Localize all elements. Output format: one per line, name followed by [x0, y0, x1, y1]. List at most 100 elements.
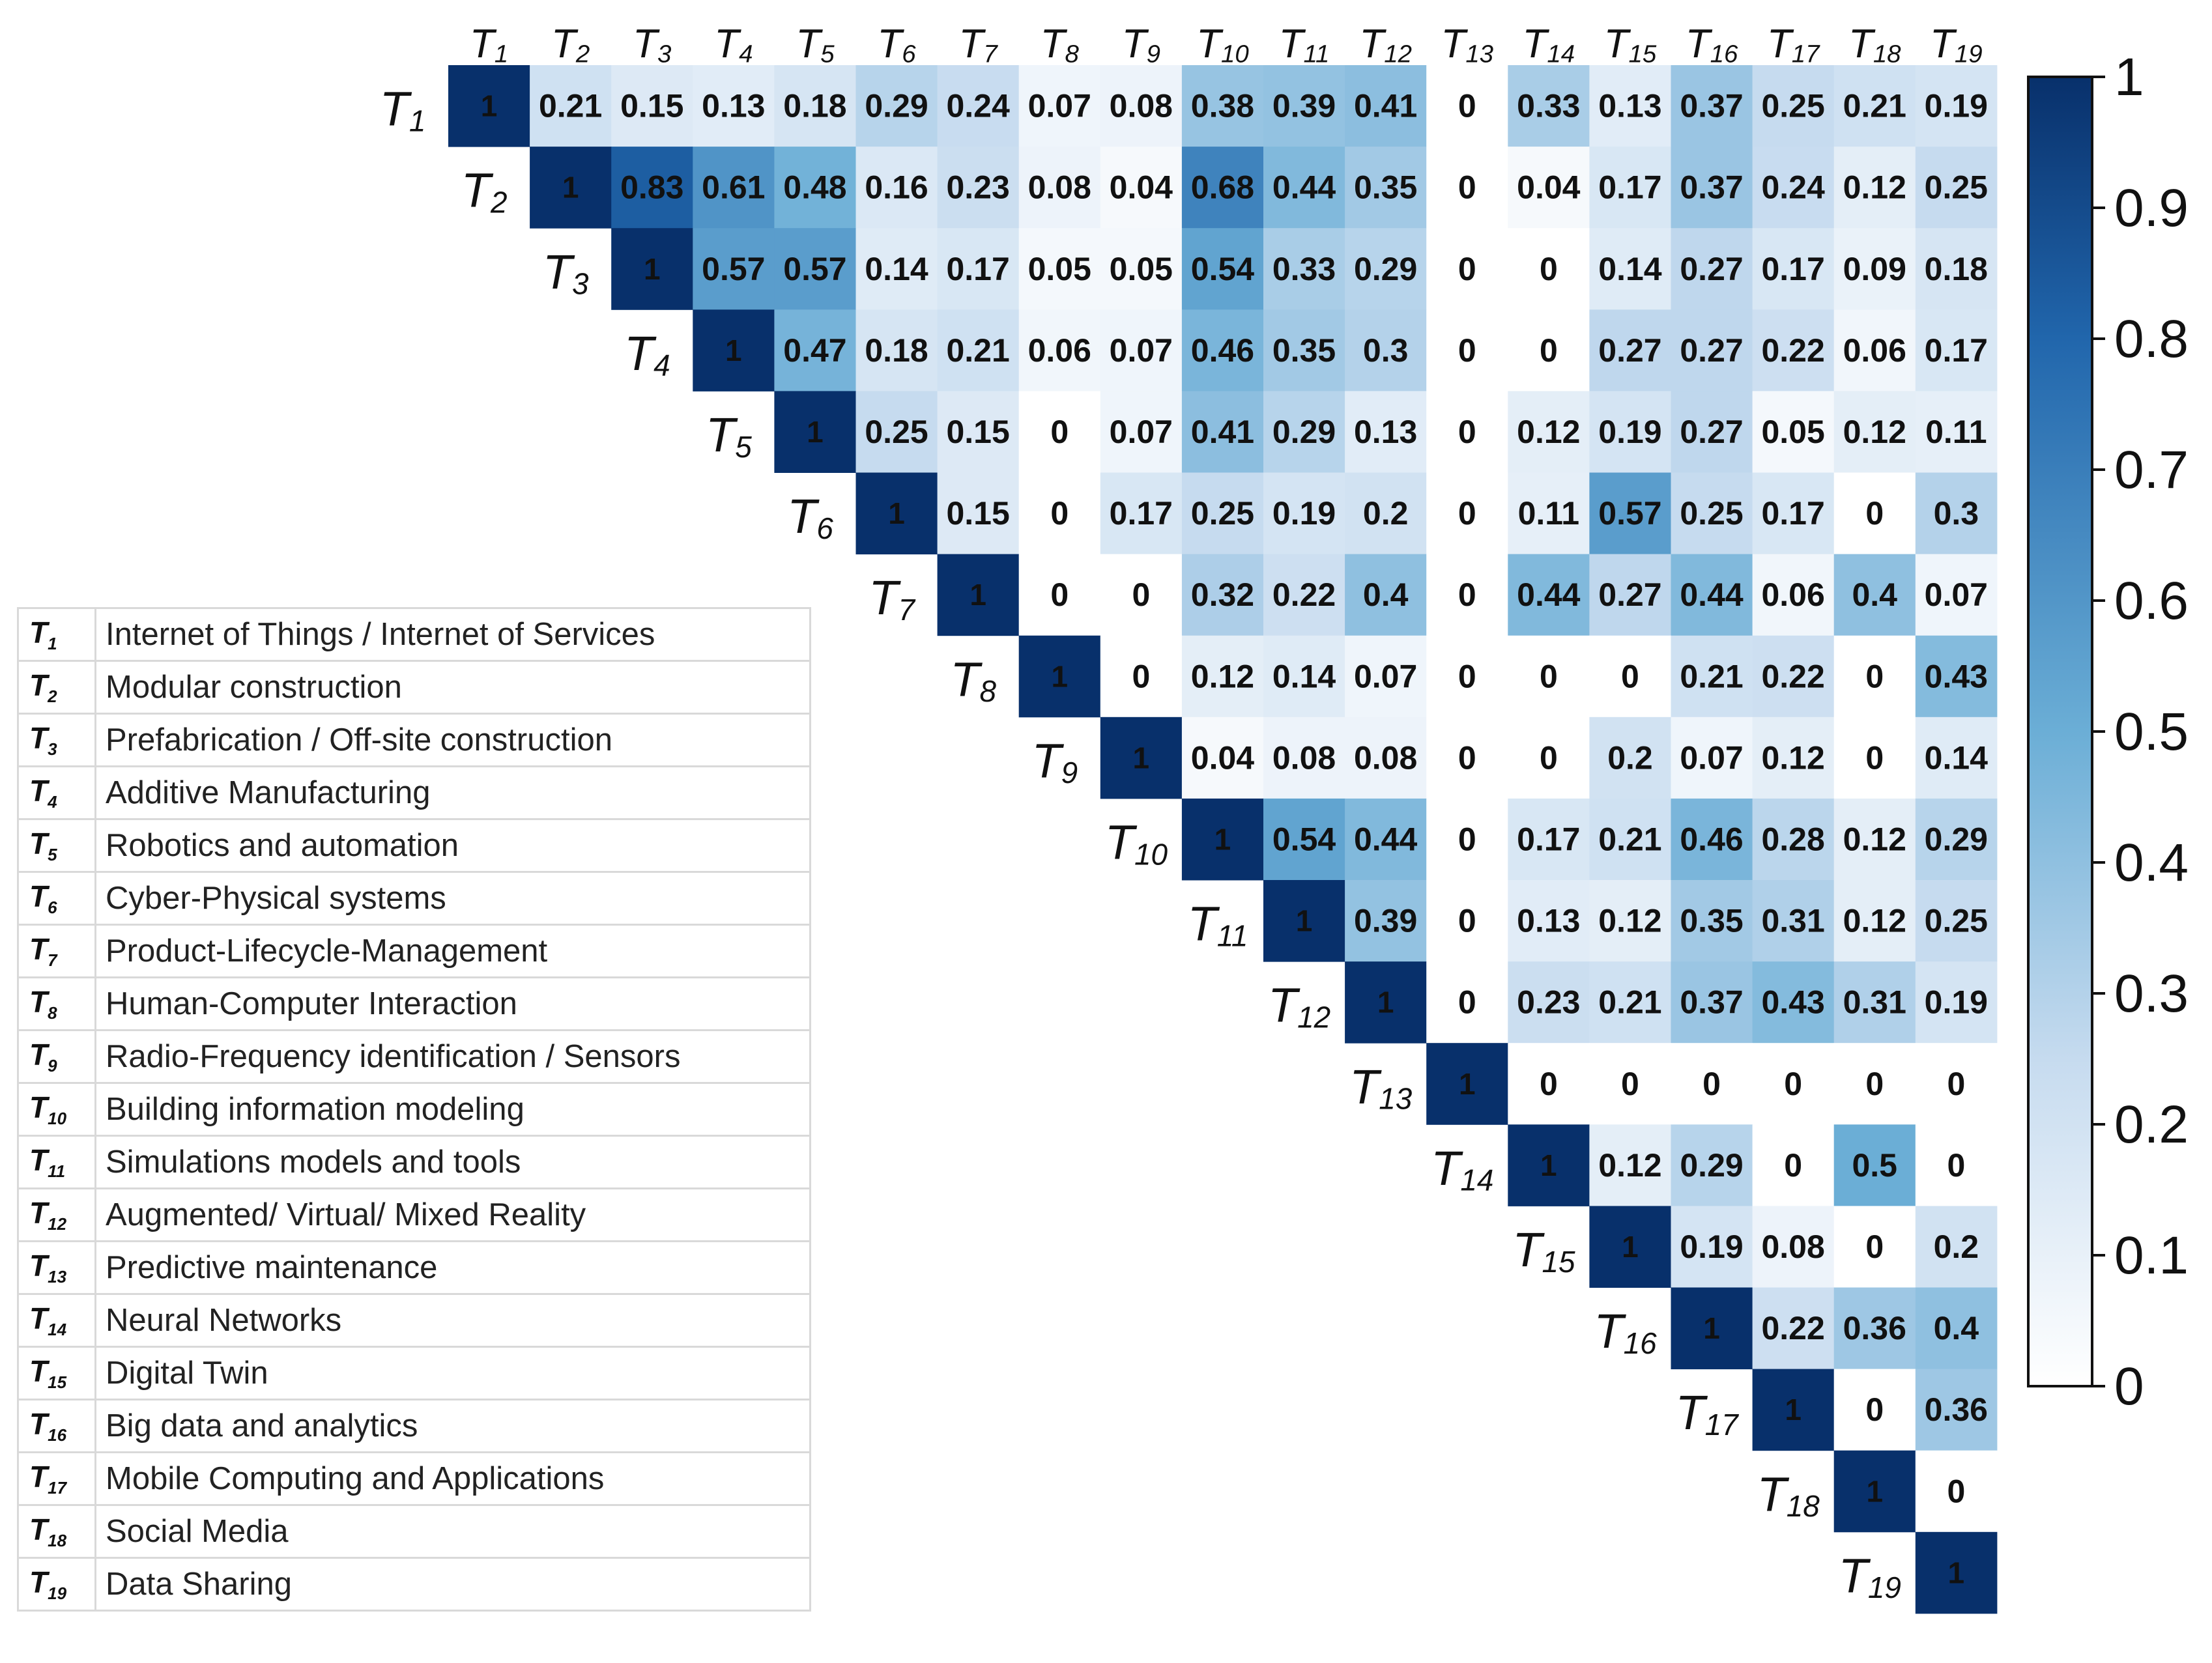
heatmap-cell	[1671, 1124, 1753, 1206]
cell-value-label: 0.12	[1517, 414, 1580, 450]
cell-value-label: 1	[1051, 659, 1068, 693]
cell-value-label: 0.06	[1843, 332, 1906, 369]
cell-value-label: 0.33	[1272, 251, 1336, 287]
row-label-t10: T10	[1105, 815, 1168, 871]
heatmap-cell	[1018, 228, 1101, 310]
heatmap-cell	[1833, 65, 1916, 147]
heatmap-cell	[1426, 309, 1508, 391]
heatmap-cell	[1426, 635, 1508, 718]
heatmap-cell	[1752, 961, 1835, 1044]
legend-row: T18 Social Media	[17, 1504, 811, 1559]
legend-name: Augmented/ Virtual/ Mixed Reality	[94, 1187, 811, 1242]
cell-value-label: 0	[1947, 1147, 1965, 1184]
heatmap-cell	[1752, 1043, 1835, 1125]
cell-value-label: 0	[1458, 739, 1476, 776]
cell-value-label: 0	[1458, 984, 1476, 1021]
cell-value-label: 0.05	[1028, 251, 1091, 287]
cell-value-label: 0.38	[1191, 88, 1254, 124]
heatmap-cell	[1833, 1369, 1916, 1451]
cell-value-label: 0	[1458, 169, 1476, 206]
cell-value-label: 0	[1540, 1066, 1558, 1102]
cell-value-label: 0	[1458, 332, 1476, 369]
cell-value-label: 0.19	[1598, 414, 1661, 450]
heatmap-cell	[693, 309, 775, 391]
heatmap-cell	[1589, 1043, 1671, 1125]
cell-value-label: 0.47	[783, 332, 846, 369]
heatmap-cell	[1508, 391, 1590, 473]
legend-code: T17	[17, 1451, 96, 1506]
cell-value-label: 0.21	[1680, 658, 1743, 694]
cell-value-label: 0.35	[1354, 169, 1417, 206]
cell-value-label: 0.23	[946, 169, 1009, 206]
legend-name: Data Sharing	[94, 1557, 811, 1612]
legend-name: Radio-Frequency identification / Sensors	[94, 1029, 811, 1084]
heatmap-cell	[1263, 65, 1345, 147]
heatmap-cell	[1345, 147, 1427, 229]
heatmap-cell	[1181, 717, 1264, 799]
heatmap-cell	[1263, 472, 1345, 555]
heatmap-cell	[1426, 147, 1508, 229]
col-label-t7: T7	[959, 21, 999, 68]
heatmap-cell	[1263, 717, 1345, 799]
legend-name: Additive Manufacturing	[94, 765, 811, 820]
row-label-t16: T16	[1594, 1304, 1657, 1360]
colorbar-tick-label: 0.9	[2114, 178, 2189, 238]
heatmap-cell	[937, 391, 1020, 473]
cell-value-label: 0	[1050, 414, 1069, 450]
heatmap-cell	[1345, 635, 1427, 718]
cell-value-label: 0.17	[1761, 495, 1824, 532]
heatmap-cell	[937, 65, 1020, 147]
heatmap-cell	[1508, 1124, 1590, 1206]
heatmap-cell	[1589, 65, 1671, 147]
col-label-t3: T3	[633, 21, 672, 68]
cell-value-label: 0	[1458, 495, 1476, 532]
cell-value-label: 1	[1296, 904, 1313, 938]
cell-value-label: 0.54	[1272, 821, 1336, 857]
heatmap-cell	[1671, 65, 1753, 147]
heatmap-cell	[1181, 309, 1264, 391]
legend-code: T5	[17, 818, 96, 873]
legend-code: T2	[17, 660, 96, 715]
cell-value-label: 1	[1703, 1311, 1720, 1345]
heatmap-cell	[1589, 147, 1671, 229]
cell-value-label: 0.16	[865, 169, 928, 206]
cell-value-label: 0.21	[1598, 984, 1661, 1021]
cell-value-label: 0.22	[1761, 1310, 1824, 1346]
heatmap-cell	[611, 147, 693, 229]
colorbar: 0 0.1 0.2 0.3 0.4 0.5 0.6 0.7 0.8 0.9 1	[2027, 48, 2189, 1416]
row-label-t7: T7	[869, 571, 915, 627]
heatmap-cell	[1426, 391, 1508, 473]
heatmap-cell	[1915, 1450, 1998, 1533]
cell-value-label: 0.14	[1272, 658, 1336, 694]
legend-name: Social Media	[94, 1504, 811, 1559]
cell-value-label: 0.07	[1110, 414, 1173, 450]
heatmap-cell	[1426, 1043, 1508, 1125]
heatmap-cell	[855, 65, 938, 147]
cell-value-label: 0.41	[1354, 88, 1417, 124]
heatmap-cell	[530, 65, 612, 147]
cell-value-label: 0.07	[1680, 739, 1743, 776]
heatmap-cell	[1345, 472, 1427, 555]
cell-value-label: 0.18	[783, 88, 846, 124]
heatmap-cell	[1508, 472, 1590, 555]
cell-value-label: 0.19	[1925, 88, 1988, 124]
cell-value-label: 0	[1784, 1147, 1802, 1184]
cell-value-label: 0	[1621, 1066, 1639, 1102]
cell-value-label: 0.29	[1680, 1147, 1743, 1184]
heatmap-cell	[1345, 880, 1427, 962]
cell-value-label: 0.08	[1761, 1229, 1824, 1265]
column-labels: T1 T2 T3 T4 T5 T6 T7 T8 T9 T10 T11 T12 T13 T14 T15 T16 T…	[470, 21, 1983, 68]
row-label-t14: T14	[1431, 1141, 1493, 1197]
heatmap-cell	[1833, 798, 1916, 881]
heatmap-cell	[1833, 1450, 1916, 1533]
heatmap-cell	[1915, 880, 1998, 962]
heatmap-cell	[1915, 1369, 1998, 1451]
legend-row: T10 Building information modeling	[17, 1082, 811, 1137]
cell-value-label: 0	[1947, 1066, 1965, 1102]
cell-value-label: 0.12	[1843, 169, 1906, 206]
heatmap-cell	[1508, 554, 1590, 636]
colorbar-tick-label: 0.8	[2114, 309, 2189, 369]
heatmap-cell	[1100, 472, 1183, 555]
legend-row: T14 Neural Networks	[17, 1293, 811, 1348]
